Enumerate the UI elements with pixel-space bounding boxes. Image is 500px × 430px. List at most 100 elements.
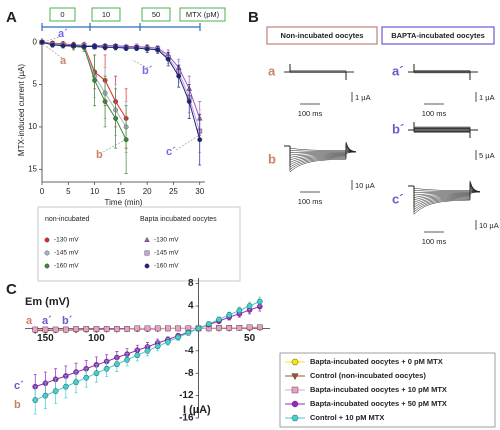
legend-marker [144,263,150,269]
header-box [381,26,495,45]
legend-label: -160 mV [154,263,179,270]
current-trace [408,64,478,80]
marker [144,325,151,332]
series-line [41,41,127,140]
trace-label: b´ [392,121,404,136]
marker [62,383,69,390]
x-tick-label: 15 [116,187,125,196]
panel-label: C [6,281,17,298]
x-tick-label: 20 [143,187,152,196]
panel-label: A [6,9,17,26]
marker [175,325,181,332]
trace-label: a [268,63,276,78]
scale-time: 100 ms [298,197,323,206]
legend-marker [291,386,299,394]
marker [32,326,39,333]
annotation: c´ [14,380,24,392]
trace-label: c´ [392,191,404,206]
marker [154,343,161,349]
marker [256,298,263,305]
x-axis-title: Em (mV) [25,296,70,308]
annotation: b [14,399,21,411]
marker [113,116,119,121]
marker [60,43,66,49]
legend-label: -130 mV [54,237,79,244]
legend-group: non-incubated [45,216,89,223]
scale-time: 100 ms [298,109,323,118]
mtx-label: MTX (pM) [186,10,220,19]
marker [123,357,131,363]
annotation: b´ [142,65,153,77]
x-tick-label: 30 [195,187,204,196]
marker [81,44,87,49]
legend-marker [44,237,50,243]
marker [32,397,39,403]
marker [164,339,172,345]
marker [226,312,233,318]
scale-current: 10 µA [479,221,499,230]
x-axis-title: Time (min) [105,198,143,207]
mtx-box [49,7,76,22]
legend-label: Bapta-incubated oocytes + 50 pM MTX [310,399,447,408]
y-tick-label: 10 [28,122,37,131]
y-tick-label: -4 [185,345,194,356]
header-box [266,26,378,45]
marker [215,316,223,323]
annotation: a [60,55,67,67]
marker [205,321,212,327]
trace-label: b [268,151,276,166]
current-trace [408,122,478,138]
pointer-lines [43,35,199,153]
mtx-label: 0 [60,10,64,19]
marker [63,326,69,333]
y-tick-label: -16 [179,413,194,424]
current-trace [408,185,481,194]
legend-label: Bapta-incubated oocytes + 10 pM MTX [310,385,447,394]
marker [154,325,161,332]
mtx-bar [41,23,201,31]
marker [124,326,130,332]
current-trace [408,122,478,138]
marker [134,352,141,358]
y-tick-label: 4 [188,301,194,312]
marker [165,325,171,332]
marker [195,325,202,332]
x-tick-label: 50 [244,333,256,344]
legend-box [279,352,496,428]
scale-time: 100 ms [422,109,447,118]
current-trace [284,145,357,154]
marker [236,307,243,314]
marker [103,326,110,332]
x-tick-label: 25 [169,187,178,196]
marker [93,326,100,332]
marker [155,47,161,53]
marker [50,42,55,48]
marker [197,137,203,143]
marker [83,326,90,332]
marker [175,334,182,341]
panel-label: B [248,9,259,26]
trace-label: a´ [392,63,404,78]
marker [186,99,192,104]
y-tick-label: 5 [33,80,38,89]
x-tick-label: 5 [66,187,71,196]
current-trace [284,64,354,80]
marker [176,73,182,79]
marker [226,325,232,331]
scale-current: 5 µA [479,151,495,160]
annotation: a [26,315,33,327]
marker [256,324,263,331]
legend-marker [144,236,150,242]
series-line [41,41,201,119]
marker [103,366,110,372]
marker [93,370,100,376]
current-trace [408,64,478,80]
x-tick-label: 10 [90,187,99,196]
mtx-box [141,7,171,22]
legend-marker [44,250,50,256]
legend-label: -145 mV [154,250,179,257]
marker [52,388,59,394]
y-axis-title: MTX-induced current (µA) [17,64,26,157]
legend-label: Bapta-incubated oocytes + 0 pM MTX [310,357,443,366]
current-trace [284,141,357,173]
